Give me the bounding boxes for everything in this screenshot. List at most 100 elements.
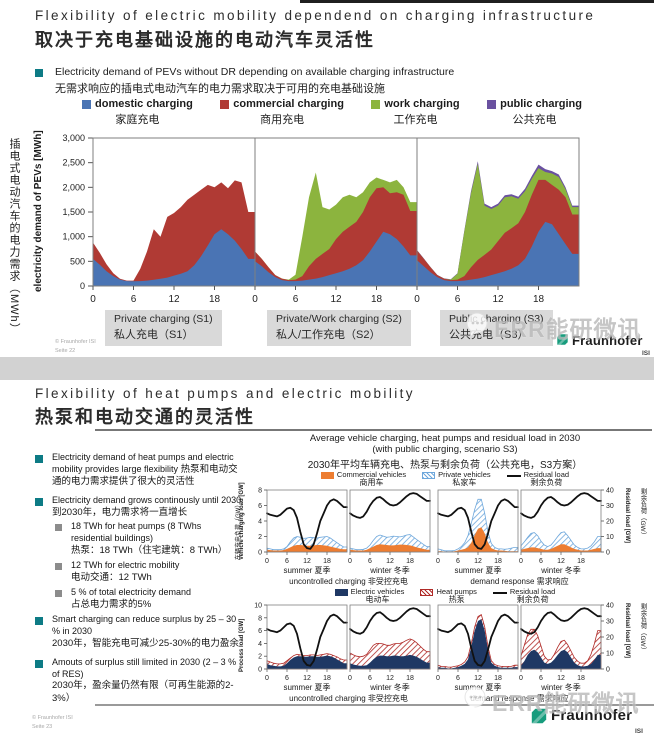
svg-text:2,500: 2,500 xyxy=(62,158,85,168)
svg-text:0: 0 xyxy=(252,294,258,304)
svg-text:6: 6 xyxy=(539,675,543,682)
svg-text:30: 30 xyxy=(606,619,614,626)
legend-item-public: public charging 公共充电 xyxy=(487,98,582,127)
svg-text:0: 0 xyxy=(265,675,269,682)
row1-legend: Commercial vehicles 商用车 Private vehicles 私家… xyxy=(243,470,647,488)
residual-line xyxy=(437,613,519,667)
residual-line xyxy=(437,498,519,550)
svg-text:18: 18 xyxy=(406,558,414,565)
svg-text:6: 6 xyxy=(285,558,289,565)
slide1-title-zh: 取决于充电基础设施的电动汽车灵活性 xyxy=(35,30,375,50)
fraunhofer-logo-icon xyxy=(530,707,548,730)
row2-ylabel-en: Process load [GW] xyxy=(239,618,245,672)
legend-item-work: work charging 工作充电 xyxy=(371,98,460,127)
svg-text:6: 6 xyxy=(258,628,262,635)
svg-text:18: 18 xyxy=(371,294,383,304)
svg-text:18: 18 xyxy=(577,675,585,682)
season-label: winter 冬季 xyxy=(370,566,410,575)
svg-text:1,500: 1,500 xyxy=(62,207,85,217)
scenario-caption-s1: Private charging (S1) 私人充电（S1） xyxy=(105,310,222,346)
svg-text:500: 500 xyxy=(70,256,85,266)
svg-text:2: 2 xyxy=(258,654,262,661)
svg-text:4: 4 xyxy=(258,519,262,526)
group-label: demand response 需求响应 xyxy=(470,577,569,586)
svg-text:12: 12 xyxy=(168,294,180,304)
residual-line xyxy=(266,498,348,550)
bullet-item: Smart charging can reduce surplus by 25 … xyxy=(35,614,242,650)
fraunhofer-logo-isi: ISI xyxy=(642,350,650,357)
svg-text:6: 6 xyxy=(368,675,372,682)
row1-right-label-zh: 剩余负荷（GW） xyxy=(639,488,646,539)
group-label: uncontrolled charging 非受控充电 xyxy=(289,577,408,586)
area-hatch xyxy=(437,498,519,553)
area-solid xyxy=(521,544,601,552)
legend-swatch-icon xyxy=(334,589,348,596)
svg-text:12: 12 xyxy=(386,675,394,682)
legend-line-icon xyxy=(492,592,507,594)
svg-text:18: 18 xyxy=(406,675,414,682)
svg-text:6: 6 xyxy=(456,675,460,682)
row2-season-labels: summer 夏季 winter 冬季 summer 夏季 winter 冬季 xyxy=(0,682,654,692)
svg-text:6: 6 xyxy=(368,558,372,565)
legend-item-commercial: commercial charging 商用充电 xyxy=(220,98,344,127)
area-domestic-panel2 xyxy=(255,231,417,286)
row2-group-labels: uncontrolled charging 非受控充电 demand respon… xyxy=(0,693,654,703)
row1-right-label-en: Residual load [GW] xyxy=(624,488,630,544)
svg-text:1,000: 1,000 xyxy=(62,232,85,242)
svg-text:6: 6 xyxy=(293,294,299,304)
pev-chart-ylabel-en: electricity demand of PEVs [MWh] xyxy=(33,130,44,292)
area-domestic-panel1 xyxy=(93,229,255,286)
group-label: demand response 需求响应 xyxy=(470,694,569,703)
slide1-bullet-zh: 无需求响应的插电式电动汽车的电力需求取决于可用的充电基础设施 xyxy=(55,83,385,95)
residual-line xyxy=(349,607,431,635)
svg-text:0: 0 xyxy=(258,550,262,557)
vehicle-charging-chart: 0 6 12 18 0 6 12 18 0 6 12 18 0 6 12 18 0 2 4 6 8 0 10 20 30 40 xyxy=(258,488,614,566)
group-label: uncontrolled charging 非受控充电 xyxy=(289,694,408,703)
row1-season-labels: summer 夏季 winter 冬季 summer 夏季 winter 冬季 xyxy=(0,565,654,575)
legend-swatch-icon xyxy=(371,99,381,109)
svg-text:20: 20 xyxy=(606,635,614,642)
svg-text:12: 12 xyxy=(557,675,565,682)
svg-text:12: 12 xyxy=(386,558,394,565)
slide2-bullets: Electricity demand of heat pumps and ele… xyxy=(35,452,242,712)
season-label: summer 夏季 xyxy=(454,683,502,692)
season-label: winter 冬季 xyxy=(370,683,410,692)
scenario-caption-s2: Private/Work charging (S2) 私人/工作充电（S2） xyxy=(267,310,411,346)
area-solid xyxy=(521,649,601,669)
residual-line xyxy=(520,492,602,519)
svg-text:2: 2 xyxy=(258,534,262,541)
legend-swatch-icon xyxy=(420,589,434,596)
row1-ylabel-zh: 车辆充电负荷（GW） xyxy=(236,501,242,560)
svg-text:6: 6 xyxy=(285,675,289,682)
slide1-footer: © Fraunhofer ISI Seite 22 xyxy=(55,339,96,354)
svg-text:12: 12 xyxy=(492,294,504,304)
bullet-item: Amouts of surplus still limited in 2030 … xyxy=(35,657,242,705)
legend-item: Private vehicles 私家车 xyxy=(422,470,491,488)
sub-bullet-item: 18 TWh for heat pumps (8 TWhs residentia… xyxy=(55,521,242,557)
slide1-bullet-en: Electricity demand of PEVs without DR de… xyxy=(55,66,455,78)
svg-text:10: 10 xyxy=(606,651,614,658)
svg-text:8: 8 xyxy=(258,615,262,622)
sub-bullet-square-icon xyxy=(55,590,62,598)
legend-line-icon xyxy=(506,475,521,477)
svg-text:0: 0 xyxy=(606,550,610,557)
svg-text:40: 40 xyxy=(606,603,614,610)
legend-item: Heat pumps 热泵 xyxy=(420,587,477,605)
pev-demand-chart: 0 500 1,000 1,500 2,000 2,500 3,000 0 6 12 18 0 6 12 1… xyxy=(62,133,580,304)
svg-text:0: 0 xyxy=(436,558,440,565)
legend-swatch-icon xyxy=(82,99,91,109)
bullet-square-icon xyxy=(35,659,43,668)
svg-text:12: 12 xyxy=(303,558,311,565)
svg-text:12: 12 xyxy=(330,294,342,304)
legend-item: Residual load 剩余负荷 xyxy=(492,587,555,605)
fraunhofer-logo: Fraunhofer ISI xyxy=(530,707,643,735)
sub-bullet-square-icon xyxy=(55,563,62,571)
svg-text:4: 4 xyxy=(258,641,262,648)
slide1-bullet: Electricity demand of PEVs without DR de… xyxy=(35,66,535,96)
svg-text:0: 0 xyxy=(348,675,352,682)
area-solid xyxy=(350,544,430,552)
slide2-title-zh: 热泵和电动交通的灵活性 xyxy=(35,407,255,427)
bullet-item: Electricity demand grows continously unt… xyxy=(35,495,242,519)
svg-text:12: 12 xyxy=(557,558,565,565)
